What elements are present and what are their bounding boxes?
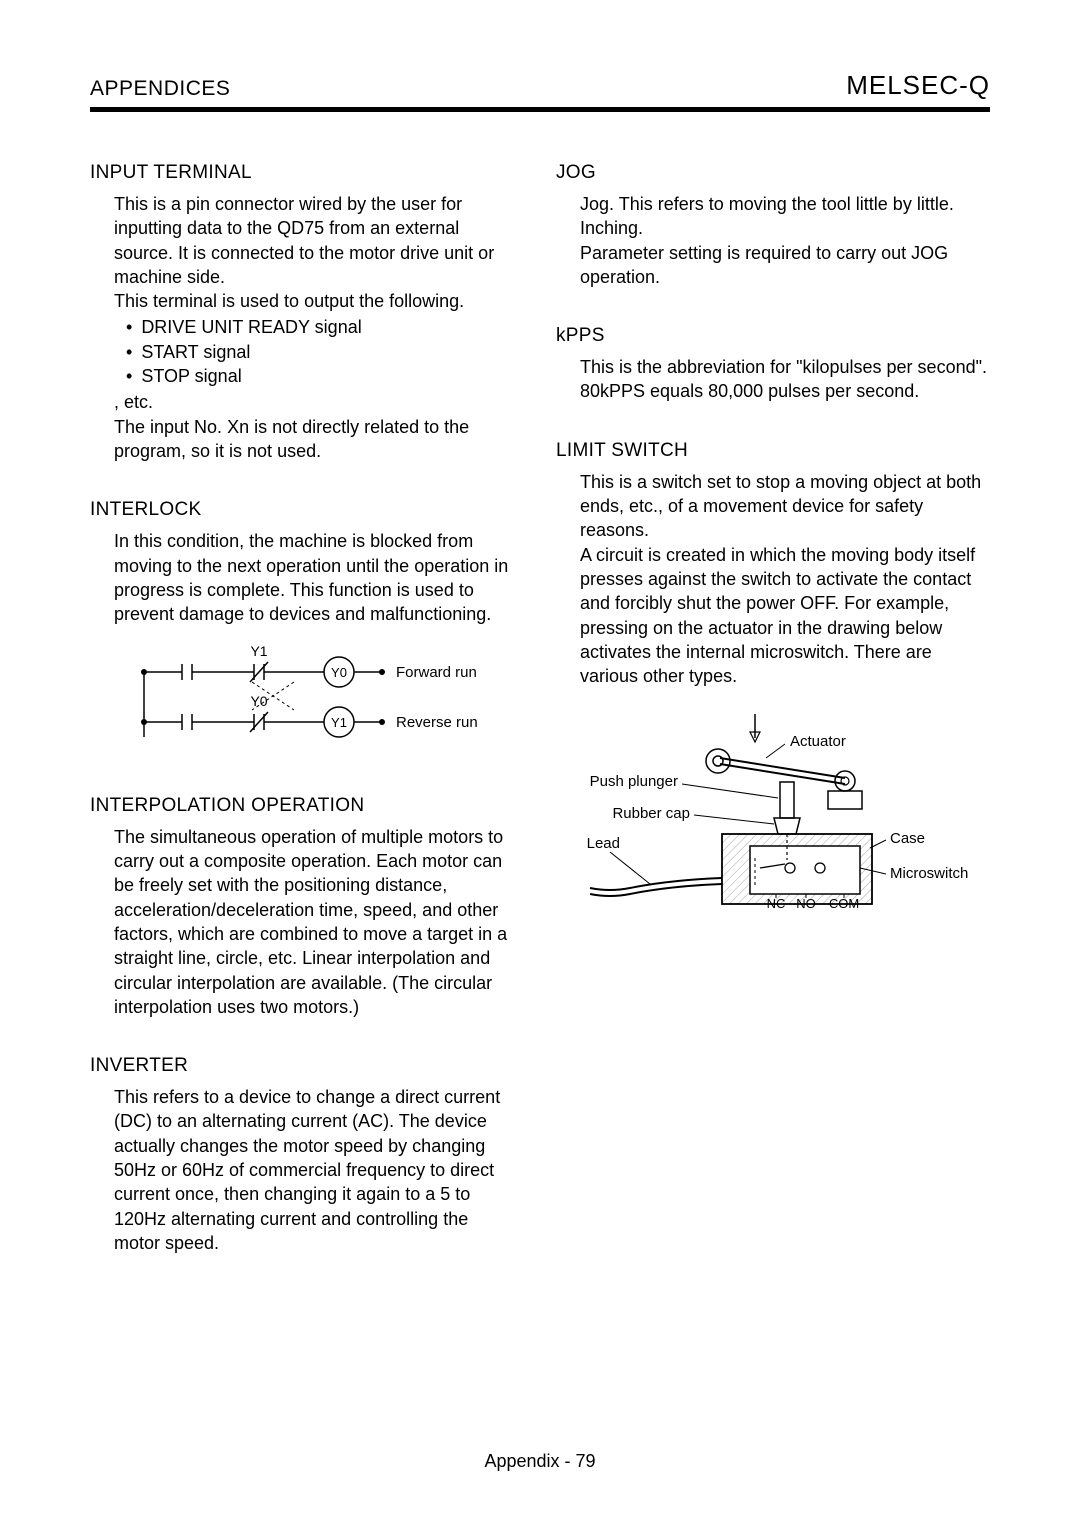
para: In this condition, the machine is blocke…	[114, 529, 516, 626]
right-column: JOG Jog. This refers to moving the tool …	[556, 162, 990, 1291]
term-interpolation: INTERPOLATION OPERATION	[90, 795, 516, 817]
list-item: STOP signal	[142, 364, 516, 388]
para: This is the abbreviation for "kilopulses…	[580, 355, 990, 404]
def-inverter: This refers to a device to change a dire…	[114, 1085, 516, 1255]
def-input-terminal: This is a pin connector wired by the use…	[114, 192, 516, 463]
label-y1: Y1	[331, 715, 347, 730]
header-left: APPENDICES	[90, 77, 230, 101]
page-header: APPENDICES MELSEC-Q	[90, 70, 990, 101]
page-footer: Appendix - 79	[0, 1451, 1080, 1472]
para: The simultaneous operation of multiple m…	[114, 825, 516, 1019]
label-push-plunger: Push plunger	[590, 773, 678, 790]
term-kpps: kPPS	[556, 325, 990, 347]
def-interpolation: The simultaneous operation of multiple m…	[114, 825, 516, 1019]
para: This is a pin connector wired by the use…	[114, 192, 516, 289]
para: This terminal is used to output the foll…	[114, 289, 516, 313]
def-limit-switch: This is a switch set to stop a moving ob…	[580, 470, 990, 935]
label-y0: Y0	[250, 693, 267, 709]
header-rule	[90, 107, 990, 112]
label-reverse-run: Reverse run	[396, 714, 478, 731]
label-com: COM	[829, 896, 859, 911]
interlock-diagram: Y1 Y0 Forward run Y0	[134, 642, 516, 758]
left-column: INPUT TERMINAL This is a pin connector w…	[90, 162, 516, 1291]
header-right: MELSEC-Q	[846, 70, 990, 101]
list-item: DRIVE UNIT READY signal	[142, 315, 516, 339]
def-jog: Jog. This refers to moving the tool litt…	[580, 192, 990, 289]
limit-switch-diagram: NC NO COM Actuator Push plunger Rubber c…	[560, 708, 990, 934]
term-interlock: INTERLOCK	[90, 499, 516, 521]
para: , etc.	[114, 390, 516, 414]
term-input-terminal: INPUT TERMINAL	[90, 162, 516, 184]
label-no: NO	[796, 896, 816, 911]
term-jog: JOG	[556, 162, 990, 184]
label-lead: Lead	[587, 835, 620, 852]
list-item: START signal	[142, 340, 516, 364]
label-rubber-cap: Rubber cap	[612, 805, 690, 822]
bullet-list: DRIVE UNIT READY signal START signal STO…	[142, 315, 516, 388]
label-y1: Y1	[250, 643, 267, 659]
term-inverter: INVERTER	[90, 1055, 516, 1077]
para: This is a switch set to stop a moving ob…	[580, 470, 990, 543]
para: This refers to a device to change a dire…	[114, 1085, 516, 1255]
label-actuator: Actuator	[790, 733, 846, 750]
term-limit-switch: LIMIT SWITCH	[556, 440, 990, 462]
label-microswitch: Microswitch	[890, 865, 968, 882]
label-forward-run: Forward run	[396, 664, 477, 681]
label-case: Case	[890, 830, 925, 847]
para: Parameter setting is required to carry o…	[580, 241, 990, 290]
def-kpps: This is the abbreviation for "kilopulses…	[580, 355, 990, 404]
def-interlock: In this condition, the machine is blocke…	[114, 529, 516, 758]
para: The input No. Xn is not directly related…	[114, 415, 516, 464]
label-y0: Y0	[331, 665, 347, 680]
para: Jog. This refers to moving the tool litt…	[580, 192, 990, 241]
para: A circuit is created in which the moving…	[580, 543, 990, 689]
content-columns: INPUT TERMINAL This is a pin connector w…	[90, 162, 990, 1291]
label-nc: NC	[767, 896, 786, 911]
